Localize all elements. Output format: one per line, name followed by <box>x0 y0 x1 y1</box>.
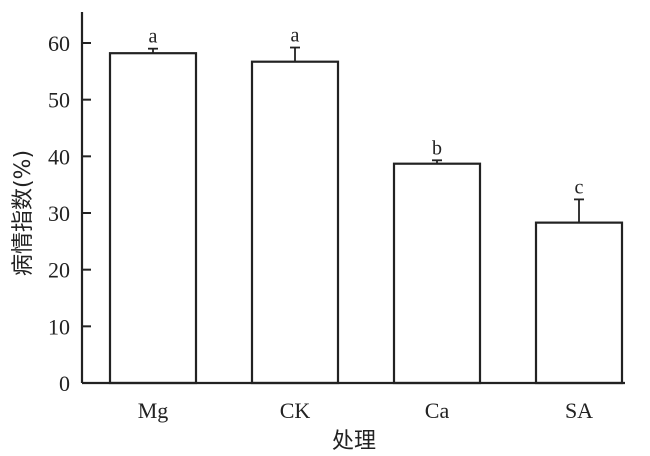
bar-ca <box>392 162 482 385</box>
x-axis-tick-labels: Mg CK Ca SA <box>138 398 593 423</box>
y-tick-label: 60 <box>48 31 70 56</box>
y-tick-label: 40 <box>48 144 70 169</box>
bar-ck <box>250 60 340 385</box>
y-axis-ticks: 0 10 20 30 40 50 60 <box>48 31 91 396</box>
y-tick-label: 10 <box>48 314 70 339</box>
x-tick-label: CK <box>280 398 311 423</box>
x-tick-label: Ca <box>425 398 450 423</box>
y-tick-label: 20 <box>48 258 70 283</box>
significance-label: b <box>432 137 442 159</box>
y-axis-title: 病情指数(%) <box>11 150 36 276</box>
significance-label: c <box>575 176 584 198</box>
bar-mg <box>108 52 198 385</box>
bars: a a b c <box>108 25 624 385</box>
y-tick-label: 50 <box>48 88 70 113</box>
x-axis-title: 处理 <box>332 429 376 454</box>
x-tick-label: SA <box>565 398 593 423</box>
y-tick-label: 0 <box>59 371 70 396</box>
significance-label: a <box>291 25 300 47</box>
bar-sa <box>534 221 624 385</box>
x-tick-label: Mg <box>138 398 169 423</box>
y-tick-label: 30 <box>48 201 70 226</box>
significance-label: a <box>149 26 158 48</box>
